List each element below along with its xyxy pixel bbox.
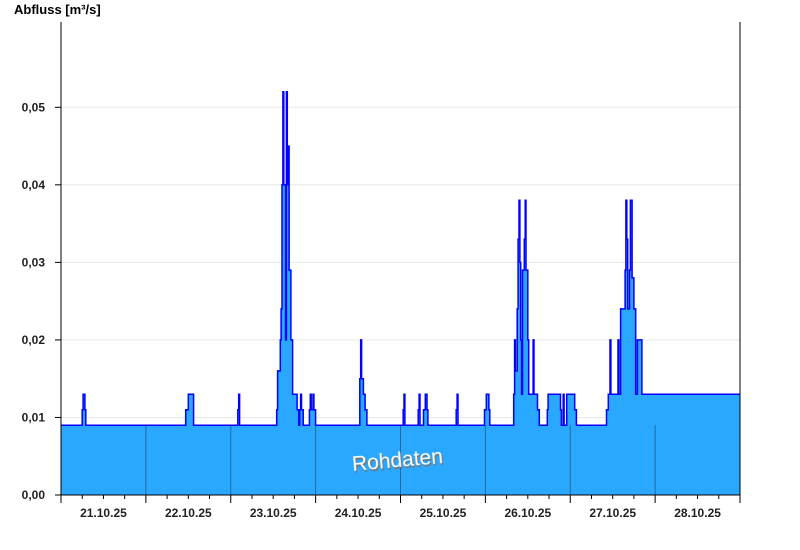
x-tick-label: 25.10.25 xyxy=(420,506,467,520)
day-separator-lines xyxy=(145,425,656,495)
y-tick-label: 0,01 xyxy=(22,410,46,424)
x-tick-label: 22.10.25 xyxy=(165,506,212,520)
y-tick-label: 0,03 xyxy=(22,255,46,269)
x-axis-ticks: 21.10.25 22.10.25 23.10.25 24.10.25 25.10.25… xyxy=(60,495,741,520)
x-tick-label: 28.10.25 xyxy=(674,506,721,520)
y-tick-label: 0,02 xyxy=(22,333,46,347)
x-tick-label: 24.10.25 xyxy=(335,506,382,520)
y-tick-label: 0,05 xyxy=(22,100,46,114)
y-tick-label: 0,00 xyxy=(22,488,46,502)
discharge-line xyxy=(61,91,740,426)
x-tick-label: 27.10.25 xyxy=(589,506,636,520)
x-tick-label: 23.10.25 xyxy=(250,506,297,520)
y-tick-label: 0,04 xyxy=(22,178,46,192)
x-tick-label: 21.10.25 xyxy=(80,506,127,520)
x-tick-label: 26.10.25 xyxy=(504,506,551,520)
y-axis-label: Abfluss [m³/s] xyxy=(14,2,101,17)
y-axis-ticks: 0,00 0,01 0,02 0,03 0,04 0,05 xyxy=(22,100,61,502)
